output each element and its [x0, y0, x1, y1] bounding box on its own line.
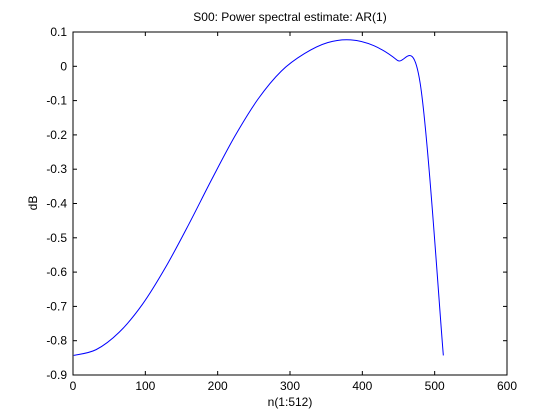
y-tick-label: -0.5: [46, 231, 67, 245]
y-tick-label: -0.6: [46, 265, 67, 279]
x-tick-label: 200: [208, 379, 228, 393]
y-tick-label: -0.4: [46, 197, 67, 211]
y-tick-label: -0.7: [46, 299, 67, 313]
x-axis-label: n(1:512): [268, 395, 313, 409]
x-tick-label: 400: [352, 379, 372, 393]
chart-title: S00: Power spectral estimate: AR(1): [193, 10, 386, 24]
y-tick-label: -0.2: [46, 128, 67, 142]
y-tick-label: -0.8: [46, 334, 67, 348]
x-tick-label: 100: [135, 379, 155, 393]
y-tick-label: 0: [60, 59, 67, 73]
y-axis-label: dB: [26, 196, 40, 211]
series-line-0: [73, 39, 444, 356]
plot-area: [73, 32, 507, 375]
y-tick-label: -0.9: [46, 368, 67, 382]
x-tick-label: 600: [497, 379, 517, 393]
x-tick-label: 500: [425, 379, 445, 393]
x-tick-label: 300: [280, 379, 300, 393]
y-tick-label: 0.1: [50, 25, 67, 39]
y-tick-label: -0.1: [46, 94, 67, 108]
y-tick-label: -0.3: [46, 162, 67, 176]
x-tick-label: 0: [70, 379, 77, 393]
